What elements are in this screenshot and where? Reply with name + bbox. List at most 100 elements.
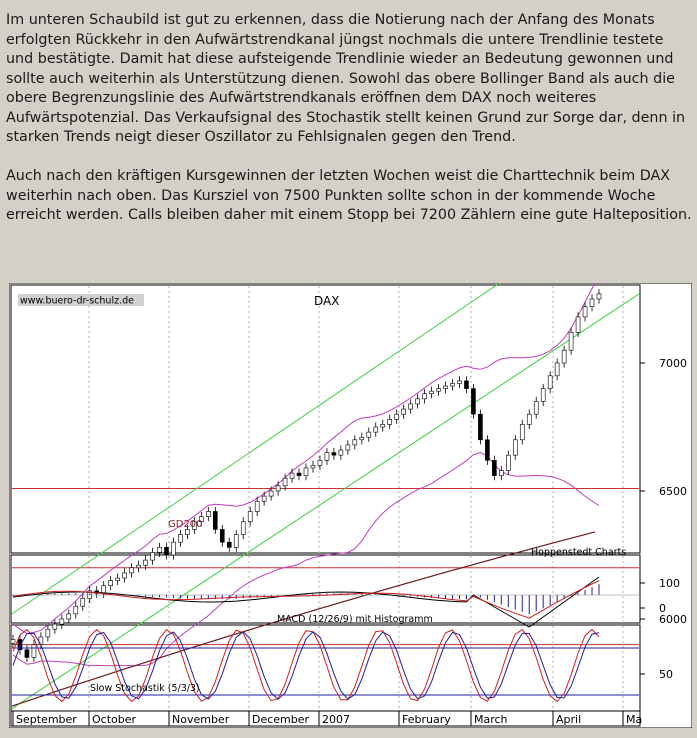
candle-body [303, 467, 309, 476]
article-paragraph-2: Auch nach den kräftigen Kursgewinnen der… [6, 168, 692, 223]
time-axis [10, 710, 641, 727]
support-lines [12, 487, 639, 646]
candle-body [171, 541, 176, 556]
candle-body [289, 472, 295, 479]
candle-body [499, 470, 504, 476]
x-tick-label: December [252, 713, 310, 726]
candle-body [233, 534, 239, 548]
candle-body [561, 349, 567, 364]
stoch-d-line [12, 631, 600, 700]
x-tick-label: April [556, 713, 581, 726]
candle-body [512, 439, 518, 456]
candle-body [401, 408, 406, 415]
candle-body [492, 459, 497, 476]
candle-body [115, 577, 120, 581]
candle-body [596, 293, 602, 300]
trend-channel [11, 283, 640, 710]
x-tick-label: Ma [626, 713, 642, 726]
candle-body [226, 541, 232, 548]
y-tick-label: 50 [659, 668, 673, 681]
candle-body [150, 552, 155, 561]
candle-body [129, 567, 134, 574]
gd200-curve [11, 531, 596, 707]
candle-body [59, 618, 65, 625]
candle-body [485, 439, 490, 461]
candle-body [324, 452, 330, 461]
candle-body [206, 511, 211, 517]
candle-body [317, 459, 323, 466]
macd-signal-line [12, 580, 600, 619]
macd-label: MACD (12/26/9) mit Histogramm [277, 614, 433, 625]
candle-body [17, 639, 23, 651]
candle-body [282, 477, 288, 487]
y-tick-label: 0 [659, 602, 666, 615]
candle-body [464, 380, 469, 389]
candle-body [164, 547, 169, 556]
y-axis: 7500700065006000100050 [640, 357, 687, 681]
candle-body [24, 649, 30, 658]
candle-body [45, 628, 51, 638]
candle-body [192, 521, 197, 530]
candle-body [359, 436, 365, 441]
gd200-line [11, 531, 596, 707]
candle-body [261, 495, 267, 502]
candle-body [394, 413, 399, 420]
macd-plot [12, 576, 639, 628]
candle-body [122, 572, 127, 579]
candle-body [178, 534, 183, 543]
candle-body [296, 472, 302, 476]
y-tick-label: 6500 [659, 485, 687, 498]
watermark: www.buero-dr-schulz.de [20, 296, 134, 307]
candle-body [436, 388, 441, 392]
x-tick-label: September [16, 713, 77, 726]
stoch-k-line [12, 628, 600, 703]
candle-body [519, 424, 525, 441]
candle-body [331, 452, 337, 456]
candle-body [380, 424, 386, 428]
candle-body [213, 511, 218, 530]
candle-body [506, 454, 511, 471]
x-tick-label: 2007 [322, 713, 350, 726]
chart-title: DAX [314, 294, 339, 308]
dax-chart: 7500700065006000100050 SeptemberOctoberN… [9, 283, 692, 728]
candle-body [219, 529, 225, 543]
candle-body [52, 623, 58, 630]
article-paragraph-1: Im unteren Schaubild ist gut zu erkennen… [6, 12, 686, 145]
trendline-upper [11, 283, 501, 615]
x-tick-label: February [402, 713, 451, 726]
y-tick-label: 7000 [659, 357, 687, 370]
stochastic-plot [12, 628, 639, 703]
x-tick-label: October [92, 713, 136, 726]
x-tick-label: November [172, 713, 230, 726]
watermark-bg [18, 294, 144, 306]
candle-body [31, 644, 37, 658]
price-panel [10, 284, 641, 554]
candle-body [73, 605, 79, 615]
candle-body [582, 306, 588, 318]
bollinger-upper [12, 283, 596, 635]
candle-body [429, 390, 434, 395]
trendline-lower [11, 293, 640, 710]
candle-body [143, 559, 148, 566]
candle-body [185, 529, 190, 535]
y-tick-label: 100 [659, 577, 680, 590]
candle-body [533, 401, 539, 415]
candle-body [575, 316, 581, 333]
candle-body [526, 413, 532, 425]
candle-body [157, 547, 162, 553]
candle-body [471, 388, 476, 415]
candle-body [554, 362, 560, 377]
candle-body [275, 485, 281, 492]
candle-body [80, 598, 86, 607]
candle-body [352, 439, 358, 446]
macd-line [12, 576, 600, 628]
candle-body [408, 403, 413, 410]
candle-body [240, 521, 246, 535]
candle-body [108, 580, 113, 587]
candle-body [66, 613, 72, 620]
stochastic-panel [10, 624, 641, 712]
article-text: Im unteren Schaubild ist gut zu erkennen… [6, 11, 694, 226]
candle-body [345, 444, 351, 451]
candle-body [136, 564, 141, 569]
candle-body [568, 331, 574, 351]
